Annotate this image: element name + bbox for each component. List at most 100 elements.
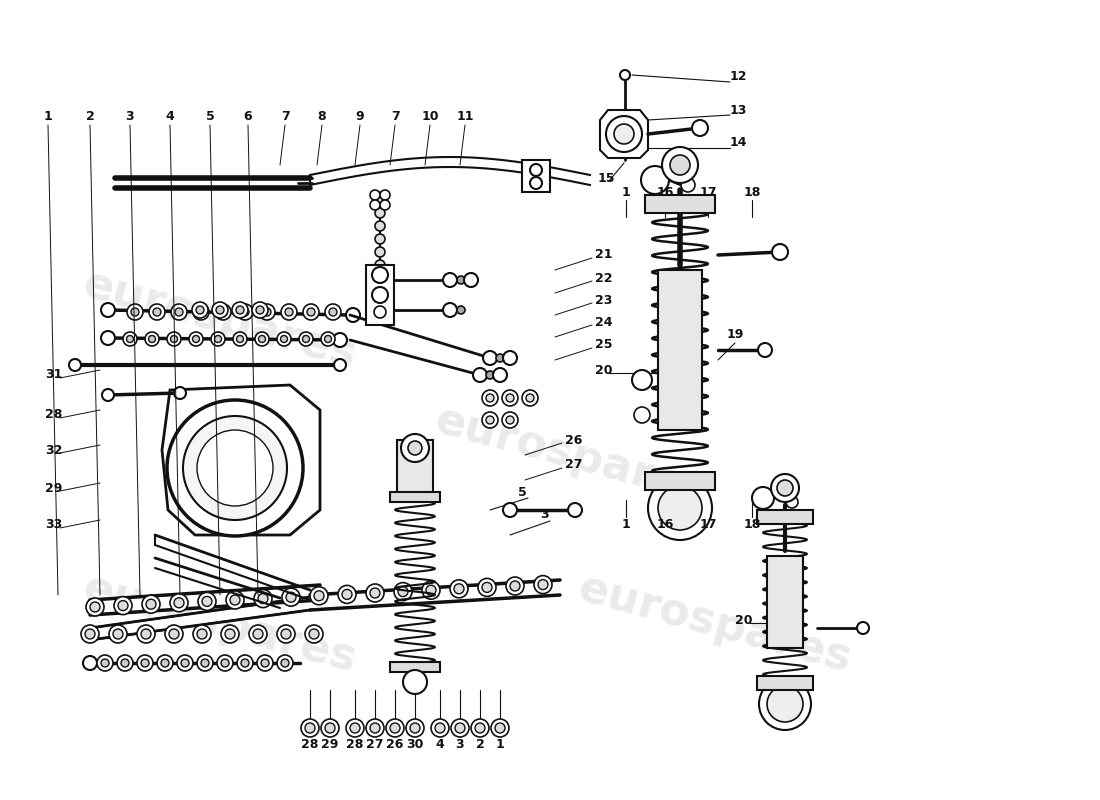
Circle shape [167,332,182,346]
Circle shape [153,308,161,316]
Bar [767,556,803,648]
Circle shape [375,221,385,231]
Circle shape [372,267,388,283]
Text: 25: 25 [595,338,613,351]
Circle shape [370,723,379,733]
Circle shape [285,308,293,316]
Circle shape [366,719,384,737]
Circle shape [230,595,240,605]
Circle shape [767,686,803,722]
Circle shape [406,719,424,737]
Circle shape [192,302,208,318]
Text: 27: 27 [366,738,384,751]
Circle shape [309,629,319,639]
Text: 8: 8 [318,110,327,123]
Circle shape [456,276,465,284]
Circle shape [214,304,231,320]
Circle shape [302,335,309,342]
Circle shape [530,177,542,189]
Circle shape [314,590,324,601]
Bar [522,160,550,192]
Circle shape [455,723,465,733]
Circle shape [174,598,184,608]
Circle shape [169,629,179,639]
Circle shape [241,659,249,667]
Circle shape [233,332,248,346]
Text: 32: 32 [45,443,63,457]
Text: 28: 28 [346,738,364,751]
Circle shape [482,582,492,592]
Circle shape [192,335,199,342]
Text: 22: 22 [595,271,613,285]
Circle shape [145,332,160,346]
Text: eurospares: eurospares [78,567,362,681]
Circle shape [197,655,213,671]
Text: 14: 14 [730,137,748,150]
Circle shape [232,302,248,318]
Circle shape [526,394,534,402]
Text: 17: 17 [700,518,717,531]
Circle shape [408,441,422,455]
Circle shape [777,480,793,496]
Circle shape [256,306,264,314]
Circle shape [174,387,186,399]
Circle shape [475,723,485,733]
Circle shape [370,200,379,210]
Circle shape [324,723,336,733]
Text: 7: 7 [280,110,289,123]
Circle shape [390,723,400,733]
Circle shape [175,308,183,316]
Circle shape [301,719,319,737]
Text: 3: 3 [540,509,549,522]
Circle shape [510,581,520,591]
Circle shape [374,306,386,318]
Circle shape [426,586,436,595]
Circle shape [214,335,221,342]
Text: 26: 26 [565,434,582,446]
Circle shape [502,390,518,406]
Circle shape [192,625,211,643]
Circle shape [170,335,177,342]
Bar [390,662,440,672]
Circle shape [192,304,209,320]
Text: 21: 21 [595,249,613,262]
Circle shape [338,586,356,603]
Circle shape [118,601,128,610]
Circle shape [217,655,233,671]
Circle shape [123,332,138,346]
Circle shape [398,586,408,597]
Circle shape [471,719,490,737]
Text: 24: 24 [595,315,613,329]
Circle shape [252,302,268,318]
Circle shape [113,629,123,639]
Circle shape [286,592,296,602]
Circle shape [375,234,385,244]
Bar [366,265,394,325]
Circle shape [257,655,273,671]
Text: 5: 5 [518,486,527,498]
Circle shape [506,394,514,402]
Circle shape [131,308,139,316]
Text: 17: 17 [700,186,717,198]
Circle shape [138,625,155,643]
Circle shape [522,390,538,406]
Polygon shape [600,110,648,158]
Circle shape [253,629,263,639]
Text: 2: 2 [475,738,484,751]
Circle shape [534,576,552,594]
Circle shape [221,625,239,643]
Circle shape [142,595,160,614]
Circle shape [422,581,440,599]
Text: 18: 18 [744,518,761,531]
Circle shape [280,335,287,342]
Text: 28: 28 [301,738,319,751]
Circle shape [277,655,293,671]
Circle shape [212,302,228,318]
Circle shape [141,659,149,667]
Circle shape [658,486,702,530]
Circle shape [379,190,390,200]
Bar [390,492,440,502]
Text: 29: 29 [45,482,63,494]
Circle shape [641,166,669,194]
Circle shape [434,723,446,733]
